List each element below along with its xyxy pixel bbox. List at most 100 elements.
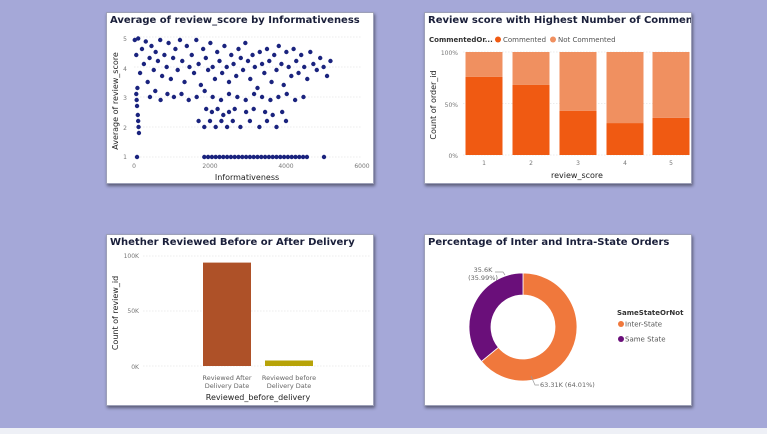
scatter-point — [137, 70, 143, 76]
bar-commented — [559, 110, 597, 155]
scatter-point — [281, 154, 287, 160]
scatter-point — [247, 154, 253, 160]
scatter-point — [224, 154, 230, 160]
scatter-point — [212, 76, 218, 82]
scatter-point — [257, 124, 262, 130]
delivery-xtick-before-1: Reviewed before — [262, 374, 316, 382]
scatter-point — [186, 97, 191, 103]
bar-commented — [465, 76, 503, 155]
bar-commented — [606, 123, 644, 155]
scatter-point — [248, 76, 253, 82]
scatter-point — [243, 97, 248, 103]
scatter-point — [251, 106, 256, 112]
delivery-ytick: 0K — [131, 364, 140, 371]
scatter-point — [162, 52, 167, 58]
scatter-point — [304, 154, 310, 160]
bar-not-commented — [606, 52, 644, 124]
scatter-point — [215, 49, 220, 55]
scatter-point — [217, 154, 222, 160]
stacked-ytick: 50% — [445, 102, 459, 109]
scatter-point — [177, 37, 183, 43]
scatter-point — [134, 91, 139, 97]
scatter-point — [274, 154, 279, 160]
scatter-point — [175, 67, 180, 73]
donut-card: Percentage of Inter and Intra-State Orde… — [424, 234, 692, 406]
scatter-point — [171, 94, 177, 100]
scatter-xtick: 2000 — [202, 163, 217, 170]
scatter-ytick: 5 — [123, 36, 127, 43]
scatter-point — [297, 154, 302, 160]
donut-slice-same-state — [468, 272, 524, 362]
scatter-point — [230, 118, 235, 124]
stacked-xtick: 2 — [529, 160, 533, 167]
scatter-point — [324, 73, 330, 79]
scatter-point — [232, 106, 237, 112]
scatter-point — [236, 46, 241, 52]
scatter-point — [221, 112, 226, 118]
scatter-point — [168, 76, 174, 82]
delivery-xtick-before-2: Delivery Date — [267, 382, 312, 390]
scatter-point — [236, 154, 241, 160]
scatter-point — [238, 124, 243, 130]
scatter-point — [269, 79, 274, 85]
scatter-point — [224, 124, 230, 130]
scatter-point — [289, 73, 294, 79]
scatter-point — [210, 64, 215, 70]
scatter-point — [293, 154, 298, 160]
scatter-point — [281, 82, 286, 88]
scatter-point — [200, 46, 206, 52]
stacked-legend-title: CommentedOr... — [429, 36, 493, 44]
delivery-xtick-after-2: Delivery Date — [205, 382, 250, 390]
label-inter: 63.31K (64.01%) — [540, 381, 595, 389]
scatter-point — [259, 94, 265, 100]
leader-inter — [530, 375, 539, 386]
scatter-point — [274, 124, 279, 130]
legend-commented-label: Commented — [503, 36, 546, 44]
legend-commented-marker — [495, 36, 501, 43]
scatter-ytick: 1 — [123, 154, 127, 161]
scatter-point — [301, 94, 306, 100]
scatter-point — [262, 70, 267, 76]
scatter-point — [231, 61, 236, 67]
scatter-point — [173, 46, 178, 52]
delivery-column-chart: 0K 50K 100K Reviewed After Delivery Date… — [111, 253, 371, 402]
scatter-point — [191, 70, 197, 76]
scatter-point — [252, 64, 258, 70]
scatter-point — [213, 154, 218, 160]
scatter-point — [321, 154, 327, 160]
stacked-xtick: 3 — [576, 160, 580, 167]
scatter-point — [207, 118, 213, 124]
scatter-title: Average of review_score by Informativene… — [110, 15, 360, 26]
delivery-card: Whether Reviewed Before or After Deliver… — [106, 234, 374, 406]
scatter-point — [270, 154, 275, 160]
scatter-point — [202, 124, 207, 130]
scatter-point — [226, 79, 232, 85]
scatter-point — [184, 43, 190, 49]
bar-commented — [512, 84, 550, 155]
scatter-point — [205, 67, 211, 73]
scatter-point — [143, 39, 148, 44]
scatter-point — [153, 88, 158, 94]
scatter-point — [189, 52, 194, 58]
scatter-point — [272, 52, 277, 58]
scatter-point — [262, 109, 268, 115]
scatter-point — [166, 40, 171, 46]
stacked-ytick: 0% — [448, 153, 458, 160]
scatter-point — [318, 55, 323, 61]
delivery-xtick-after-1: Reviewed After — [203, 374, 252, 382]
scatter-point — [270, 112, 275, 118]
scatter-point — [180, 58, 185, 64]
stacked-xlabel: review_score — [551, 171, 603, 180]
scatter-point — [262, 154, 268, 160]
scatter-point — [240, 67, 246, 73]
scatter-point — [314, 67, 319, 73]
stacked-ylabel: Count of order_id — [429, 70, 438, 139]
scatter-xtick: 6000 — [354, 163, 369, 170]
scatter-point — [311, 61, 316, 67]
legend-inter-label: Inter-State — [625, 321, 662, 329]
stacked-column-chart: CommentedOr... Commented Not Commented 0… — [429, 36, 690, 180]
scatter-point — [235, 94, 240, 100]
scatter-ytick: 3 — [123, 95, 127, 102]
scatter-point — [232, 154, 237, 160]
scatter-point — [255, 154, 260, 160]
